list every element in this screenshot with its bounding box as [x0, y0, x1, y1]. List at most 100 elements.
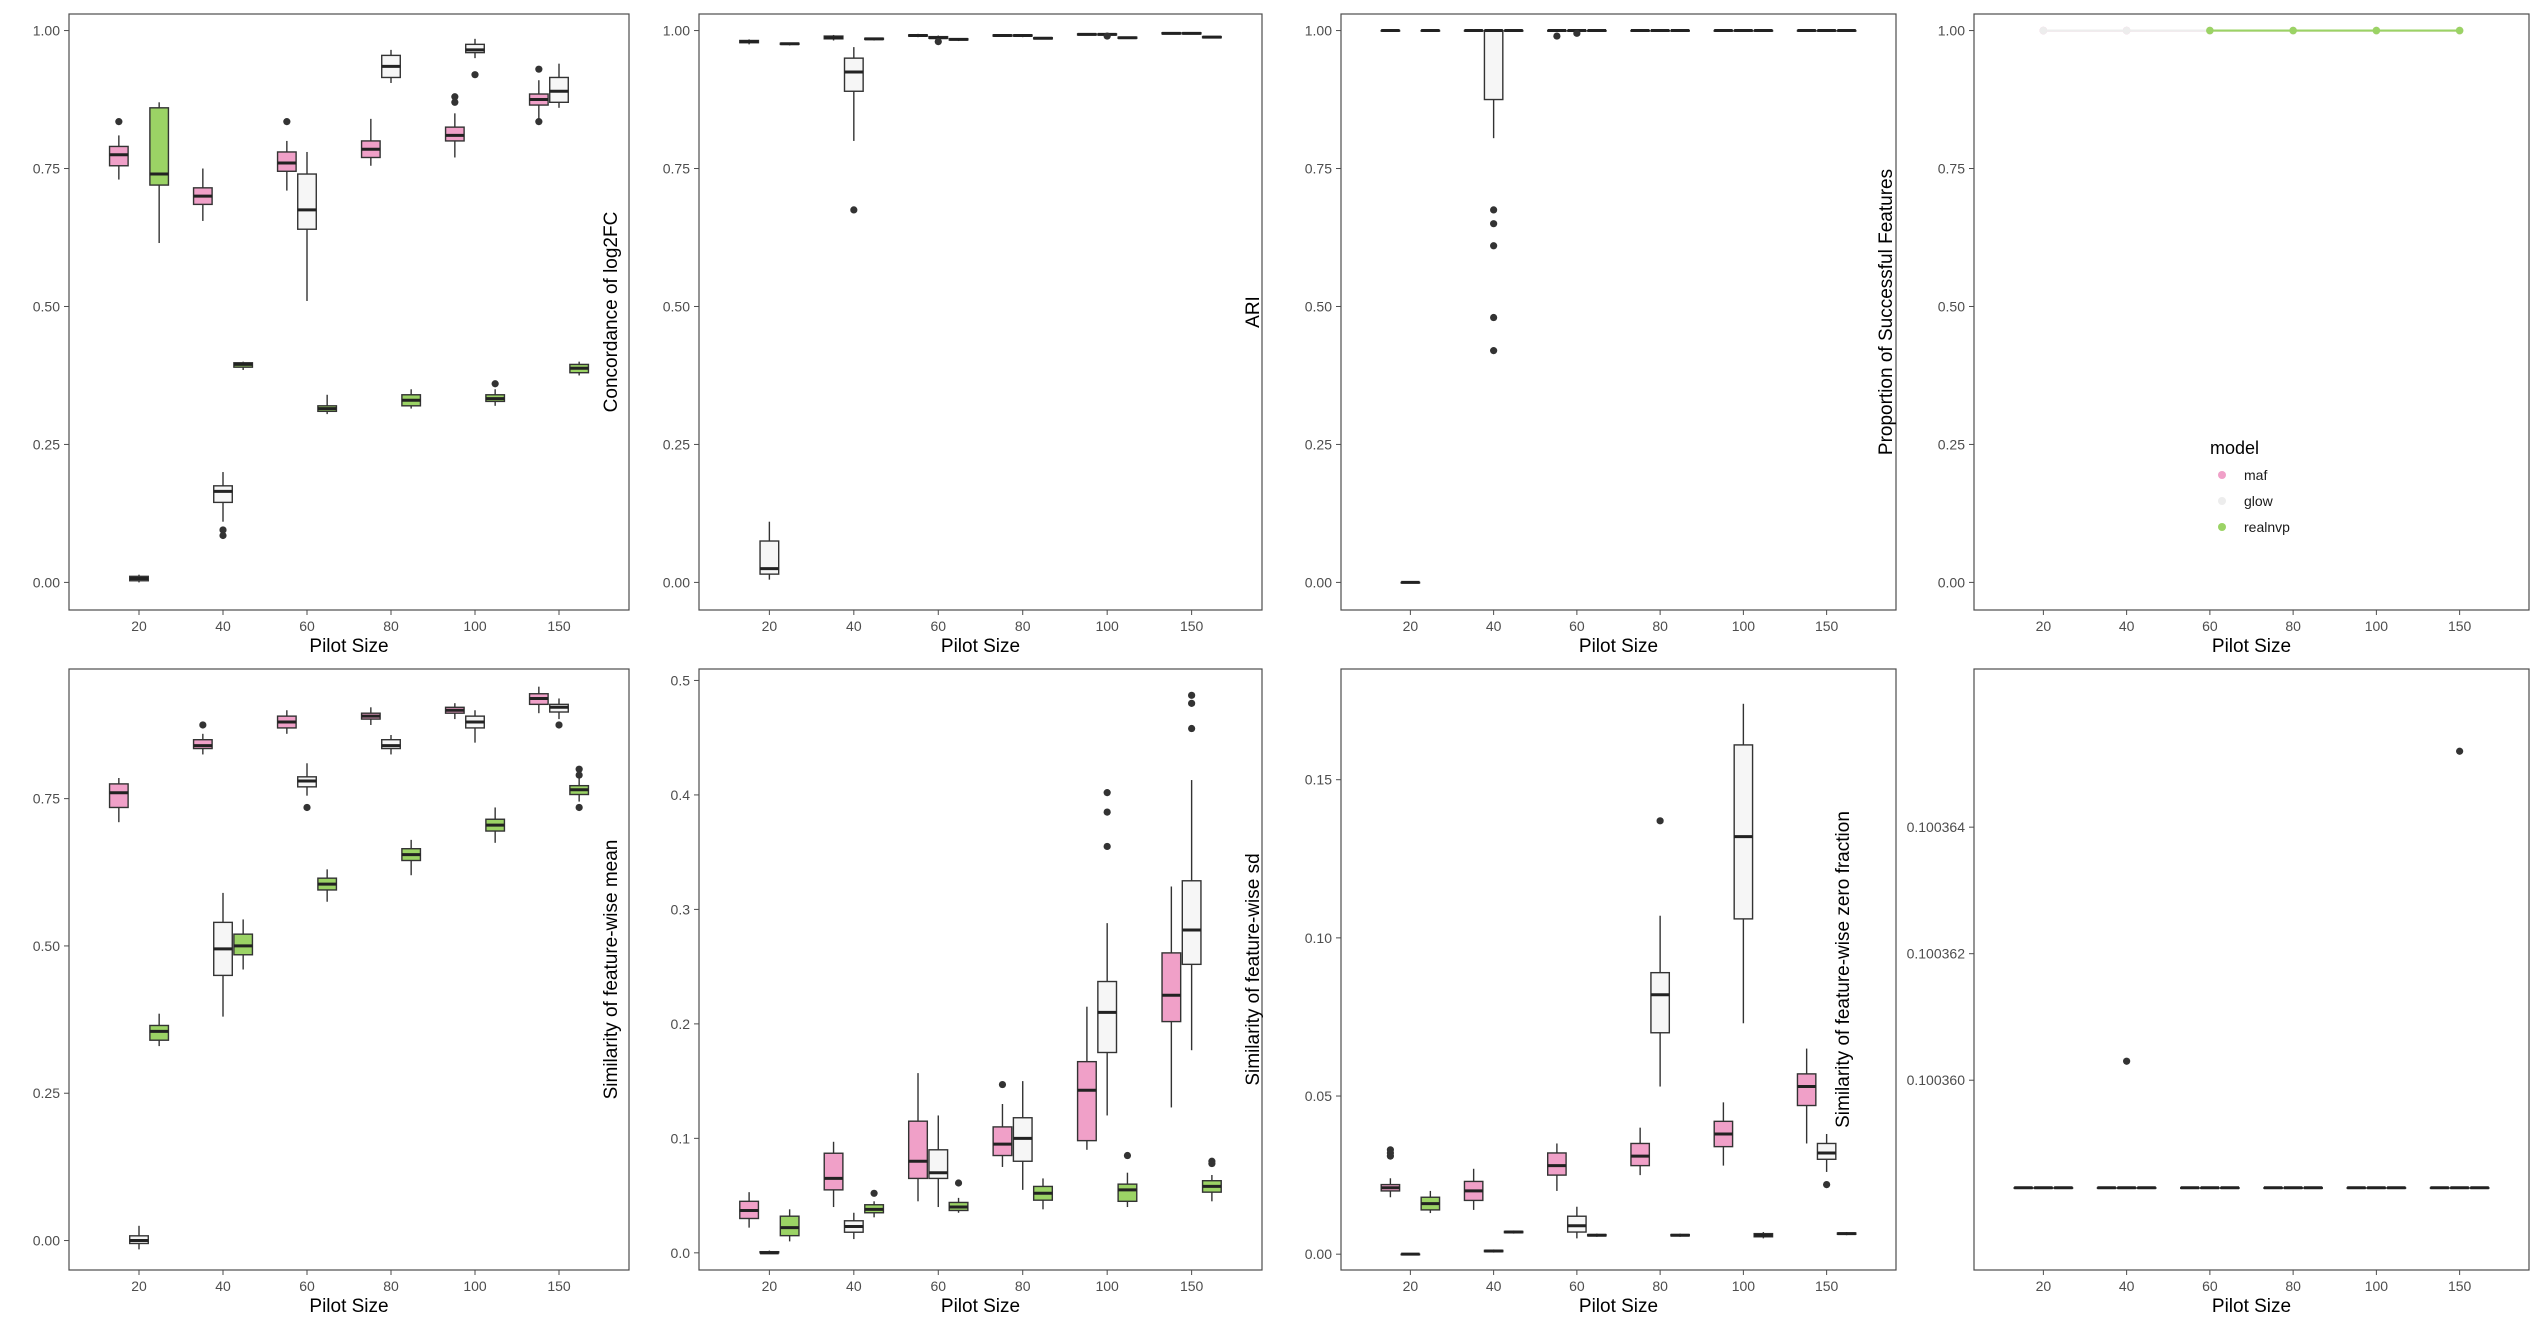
box-glow-150 — [549, 698, 569, 729]
box-realnvp-100 — [1117, 1151, 1138, 1208]
box-body — [759, 540, 780, 575]
box-realnvp-80 — [1032, 1178, 1054, 1210]
series-point-realnvp — [2455, 26, 2464, 35]
box-glow-60 — [928, 1115, 949, 1208]
box-realnvp-150 — [1836, 1232, 1857, 1236]
legend-key-realnvp — [2218, 523, 2226, 531]
box-glow-60 — [1566, 29, 1587, 37]
x-tick-label: 80 — [383, 1278, 399, 1294]
box-maf-20 — [2013, 1186, 2034, 1190]
outlier-point — [1103, 808, 1111, 816]
box-glow-150 — [549, 63, 569, 108]
box-glow-80 — [381, 734, 401, 755]
box-glow-80 — [2283, 1186, 2304, 1190]
box-glow-150 — [1816, 29, 1837, 33]
box-realnvp-100 — [2386, 1186, 2407, 1190]
x-tick-label: 20 — [131, 618, 147, 634]
outlier-point — [1103, 32, 1111, 40]
series-point-glow — [2122, 26, 2131, 35]
y-axis-title: Similarity of feature-wise sd — [1243, 853, 1264, 1085]
y-tick-label: 0.00 — [33, 1233, 60, 1249]
box-glow-100 — [465, 38, 485, 79]
outlier-point — [1656, 817, 1664, 825]
box-maf-60 — [2180, 1186, 2200, 1190]
box-realnvp-80 — [1032, 36, 1054, 40]
box-glow-150 — [1816, 1133, 1837, 1189]
outlier-point — [870, 1189, 878, 1197]
box-realnvp-60 — [317, 394, 338, 415]
box-maf-20 — [739, 39, 760, 45]
x-tick-label: 60 — [1569, 618, 1585, 634]
box-maf-100 — [444, 93, 465, 158]
x-tick-label: 40 — [846, 1278, 862, 1294]
box-glow-20 — [759, 1250, 780, 1255]
outlier-point — [219, 531, 227, 540]
outlier-point — [1490, 206, 1498, 214]
box-maf-150 — [528, 65, 549, 126]
y-tick-label: 0.50 — [663, 298, 690, 314]
box-maf-100 — [444, 703, 465, 720]
x-tick-label: 150 — [1815, 618, 1839, 634]
y-tick-label: 1.00 — [33, 23, 60, 39]
box-realnvp-60 — [1586, 1233, 1607, 1237]
box-maf-100 — [1076, 1006, 1097, 1150]
x-axis-title: Pilot Size — [1579, 636, 1658, 657]
box-glow-40 — [213, 892, 233, 1017]
box-maf-150 — [1161, 886, 1182, 1108]
box-glow-40 — [213, 472, 233, 540]
box-body — [1097, 980, 1118, 1054]
box-maf-150 — [528, 686, 549, 714]
box-realnvp-100 — [485, 807, 506, 843]
x-axis-title: Pilot Size — [2212, 636, 2291, 657]
box-body — [843, 57, 864, 92]
box-realnvp-40 — [233, 361, 254, 370]
box-realnvp-80 — [1670, 29, 1690, 33]
outlier-point — [1188, 691, 1196, 699]
y-tick-label: 0.15 — [1305, 772, 1332, 788]
box-realnvp-60 — [948, 37, 969, 42]
outlier-point — [535, 118, 543, 126]
legend-label-glow: glow — [2244, 493, 2274, 509]
x-tick-label: 20 — [131, 1278, 147, 1294]
outlier-point — [575, 765, 583, 773]
box-maf-100 — [1713, 29, 1734, 33]
box-body — [149, 107, 170, 186]
x-tick-label: 100 — [463, 618, 487, 634]
box-body — [779, 1215, 800, 1237]
box-realnvp-150 — [1836, 29, 1857, 33]
box-realnvp-100 — [1753, 1232, 1774, 1239]
y-tick-label: 0.1 — [671, 1130, 691, 1146]
box-maf-40 — [823, 1141, 844, 1208]
box-maf-60 — [276, 710, 297, 734]
legend: model maf glow realnvp — [2210, 438, 2290, 535]
box-body — [1547, 1152, 1567, 1176]
outlier-point — [1490, 313, 1498, 322]
box-maf-20 — [108, 778, 129, 823]
box-body — [1483, 29, 1504, 101]
y-tick-label: 0.2 — [671, 1016, 691, 1032]
outlier-point — [2123, 1057, 2131, 1065]
box-realnvp-20 — [779, 1209, 800, 1242]
box-glow-80 — [1012, 1081, 1033, 1190]
outlier-point — [471, 71, 479, 79]
box-maf-80 — [2263, 1186, 2284, 1190]
x-tick-label: 100 — [1095, 618, 1119, 634]
box-glow-100 — [2366, 1186, 2387, 1190]
box-glow-80 — [1650, 29, 1671, 33]
panel-6: 0.0 0.1 0.2 0.3 0.4 0.5 20 40 60 80 100 150 Pilot Si… — [601, 668, 1263, 1317]
box-maf-60 — [276, 118, 297, 191]
x-tick-label: 150 — [1815, 1278, 1839, 1294]
box-realnvp-100 — [1117, 36, 1138, 40]
x-tick-label: 20 — [2036, 618, 2052, 634]
y-tick-label: 0.25 — [1305, 436, 1332, 452]
box-body — [1796, 1073, 1817, 1107]
box-maf-20 — [1380, 29, 1401, 33]
box-realnvp-40 — [233, 919, 254, 970]
x-tick-label: 100 — [2365, 1278, 2389, 1294]
box-glow-100 — [1733, 703, 1754, 1024]
x-tick-label: 60 — [1569, 1278, 1585, 1294]
box-glow-60 — [928, 35, 949, 46]
box-realnvp-40 — [864, 1189, 885, 1218]
box-realnvp-40 — [864, 37, 885, 41]
box-body — [1816, 1142, 1837, 1160]
